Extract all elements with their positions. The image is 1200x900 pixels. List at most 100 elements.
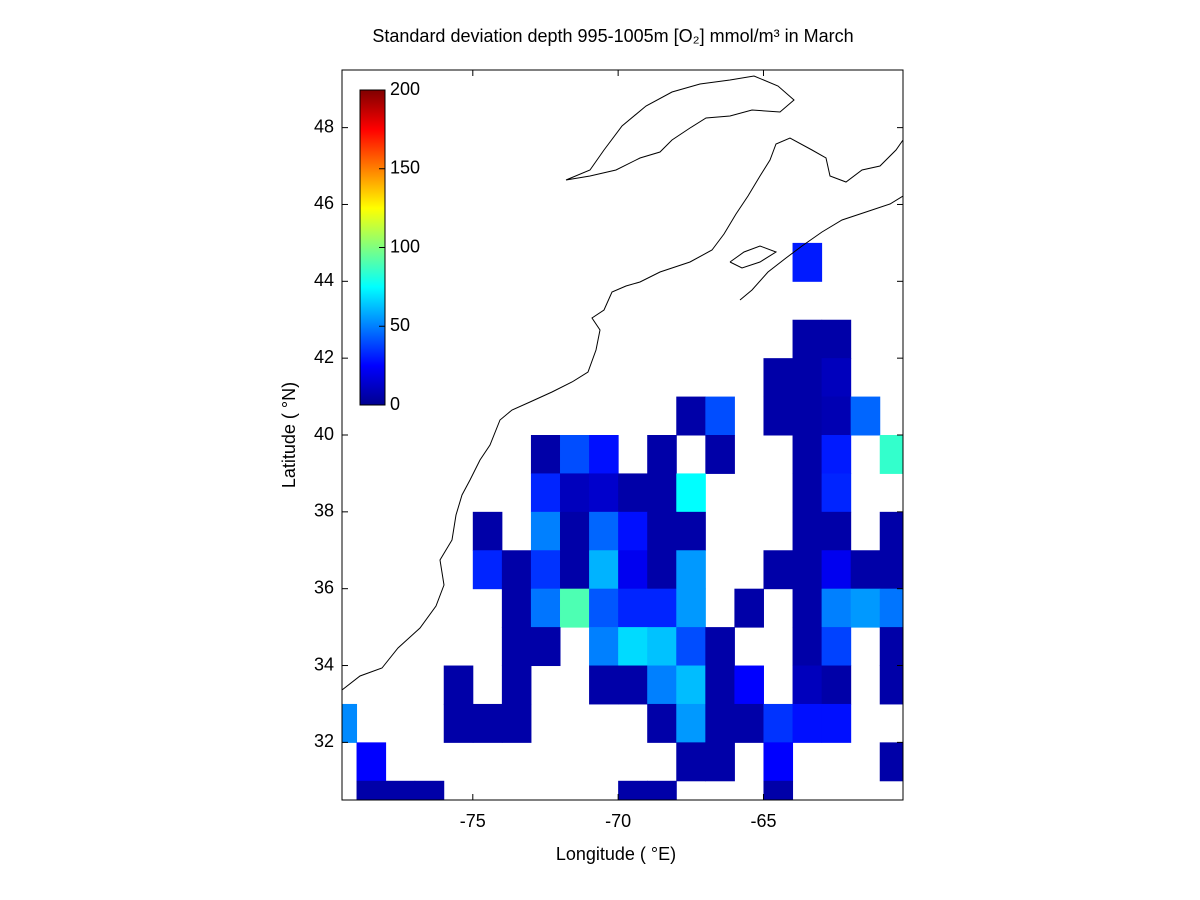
cell [792,550,823,590]
cell [530,550,561,590]
cell [705,435,735,474]
cell [501,703,532,743]
cell [589,511,619,551]
cell [472,511,503,551]
cell [589,473,619,513]
colorbar-tick-label: 200 [390,79,420,99]
x-axis-label: Longitude ( °E) [556,844,676,864]
cell [472,550,503,590]
cell [501,665,532,705]
colorbar-tick-label: 0 [390,394,400,414]
cell [560,550,590,590]
cell [589,435,619,474]
cell [734,703,764,743]
cell [589,627,619,667]
cell [618,627,648,667]
coast-us [342,137,903,691]
y-tick-label: 36 [314,577,334,597]
cells [342,242,903,800]
cell [647,550,677,590]
cell [676,550,706,590]
cell [821,665,852,705]
chart-title: Standard deviation depth 995-1005m [O₂] … [372,26,853,46]
cell [850,550,881,590]
cell [821,627,852,667]
cell [472,703,503,743]
cell [647,511,677,551]
cell [356,780,387,800]
cell [530,627,561,667]
cell [879,550,903,590]
y-tick-label: 42 [314,347,334,367]
cell [879,435,903,474]
cell [618,588,648,628]
cell [676,396,706,436]
cell [501,627,532,667]
cell [792,435,823,474]
cell [792,511,823,551]
cell [414,780,445,800]
cell [560,588,590,628]
cell [792,319,823,359]
cell [560,435,590,474]
cell [821,588,852,628]
cell [676,511,706,551]
cell [647,588,677,628]
cell [589,588,619,628]
cell [734,588,764,628]
cell [792,242,823,282]
cell [676,627,706,667]
y-tick-label: 38 [314,501,334,521]
coastline [342,75,903,691]
colorbar-tick-label: 100 [390,236,420,256]
y-axis-label: Latitude ( °N) [279,382,299,488]
y-tick-label: 34 [314,654,334,674]
cell [618,550,648,590]
cell [879,511,903,551]
cell [676,742,706,782]
cell [821,550,852,590]
cell [589,665,619,705]
cell [676,588,706,628]
cell [792,665,823,705]
x-tick-label: -75 [460,811,486,831]
cell [792,473,823,513]
y-tick-label: 46 [314,193,334,213]
cell [443,665,474,705]
cell [342,703,358,743]
cell [821,435,852,474]
x-tick-label: -70 [605,811,631,831]
y-tick-label: 44 [314,270,334,290]
cell [618,511,648,551]
cell [821,511,852,551]
cell [647,780,677,800]
colorbar-tick-label: 150 [390,158,420,178]
cell [763,396,794,436]
cell [821,396,852,436]
cell [763,742,794,782]
cell [385,780,416,800]
cell [501,550,532,590]
cell [821,473,852,513]
y-tick-label: 32 [314,731,334,751]
cell [676,703,706,743]
cell [705,627,735,667]
x-tick-label: -65 [750,811,776,831]
cell [879,742,903,782]
cell [821,358,852,398]
cell [530,473,561,513]
cell [879,665,903,705]
coast-island [729,245,778,269]
cell [850,396,881,436]
cell [443,703,474,743]
cell [763,780,794,800]
cell [705,742,735,782]
coast-gulf [565,75,795,181]
cell [763,550,794,590]
cell [792,588,823,628]
cell [792,396,823,436]
cell [763,358,794,398]
cell [821,319,852,359]
